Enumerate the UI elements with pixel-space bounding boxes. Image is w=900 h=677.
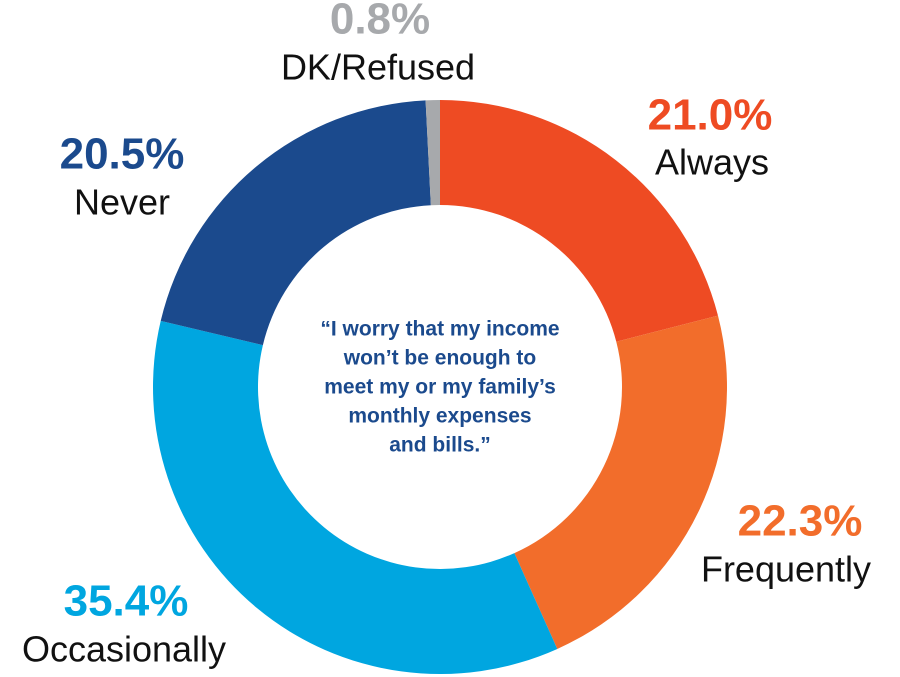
category-label: Never (74, 182, 170, 223)
center-text: and bills.” (389, 434, 491, 457)
value-label: 21.0% (648, 91, 773, 140)
value-label: 35.4% (64, 577, 189, 626)
category-label: Always (655, 142, 769, 183)
value-label: 20.5% (60, 130, 185, 179)
category-label: DK/Refused (281, 47, 475, 88)
center-text: won’t be enough to (343, 347, 536, 370)
center-text: meet my or my family’s (324, 376, 556, 399)
center-text: “I worry that my income (320, 318, 559, 341)
slice (425, 100, 440, 206)
slice (160, 100, 431, 346)
slice (514, 315, 727, 649)
category-label: Frequently (701, 549, 871, 590)
category-label: Occasionally (22, 629, 226, 670)
value-label: 22.3% (738, 497, 863, 546)
center-text: monthly expenses (348, 405, 531, 428)
slice (440, 100, 718, 342)
slice (153, 320, 558, 674)
value-label: 0.8% (330, 0, 430, 44)
